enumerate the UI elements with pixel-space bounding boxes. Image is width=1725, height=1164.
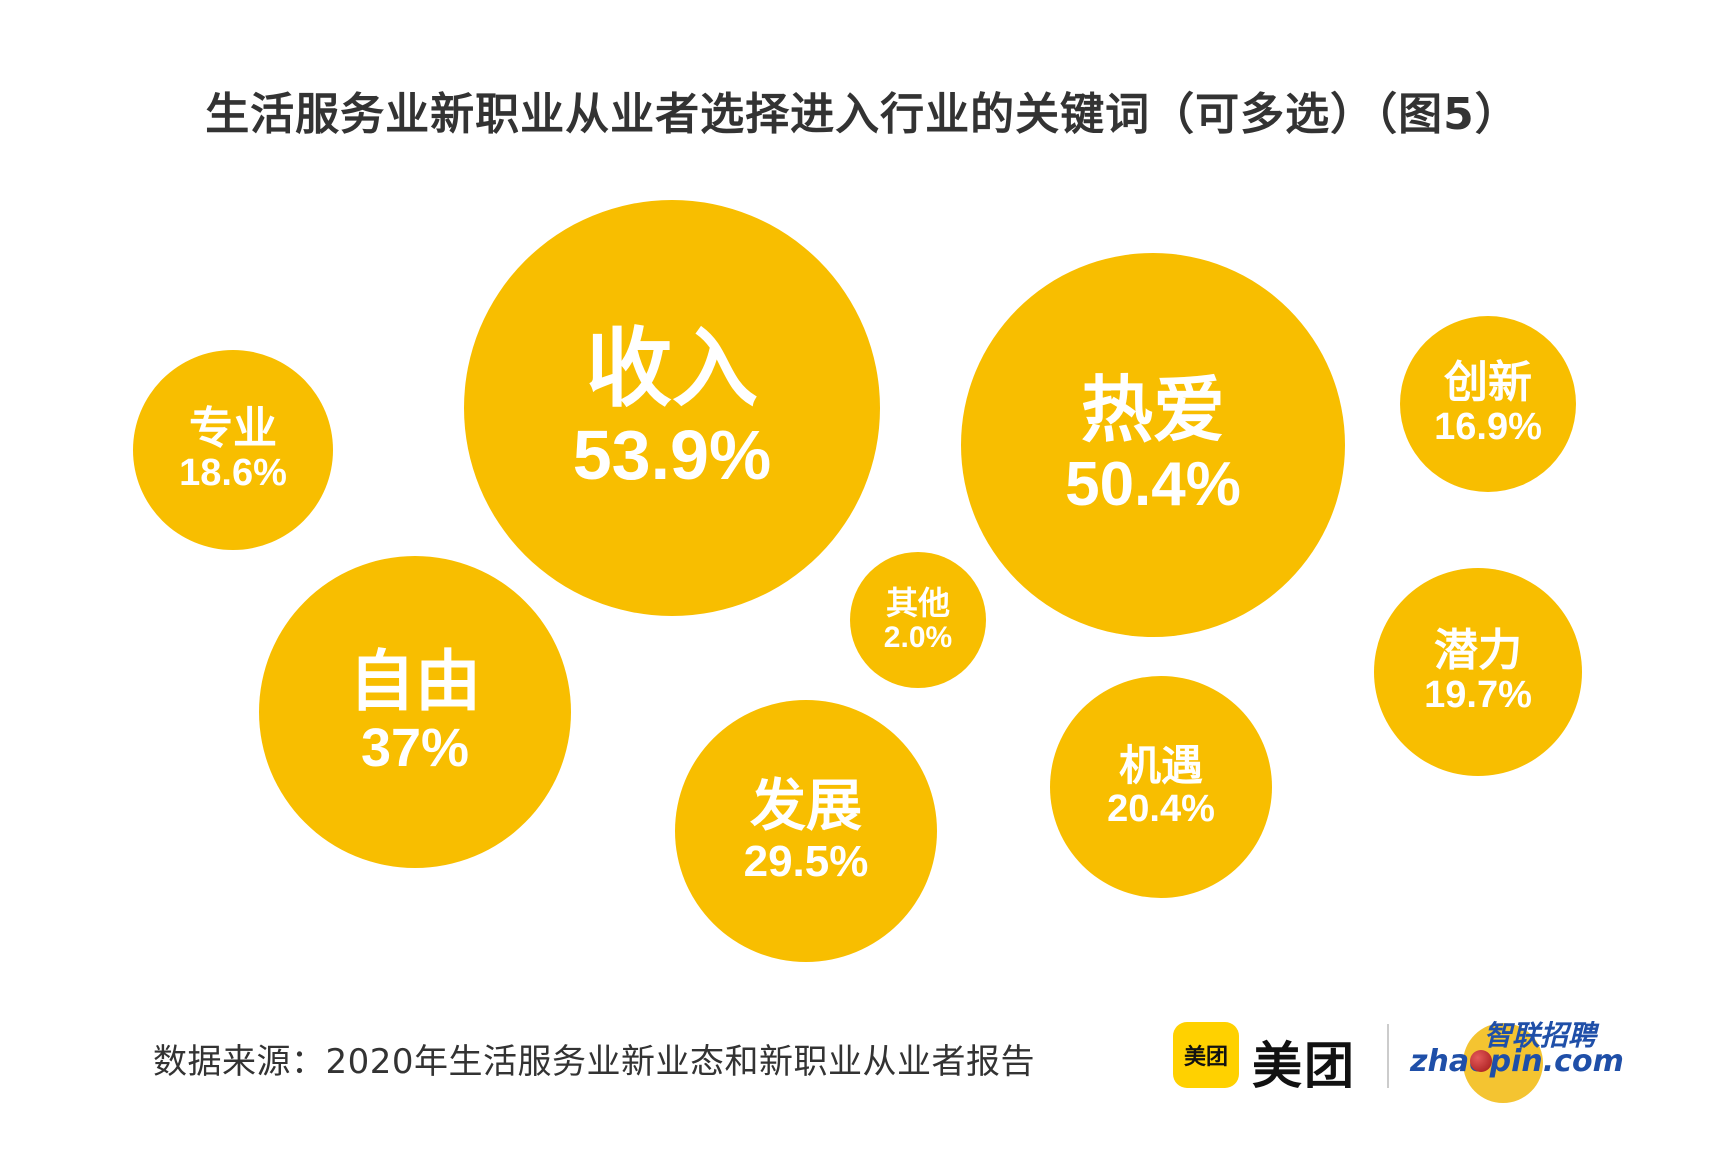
bubble-keyword: 发展 [750, 774, 862, 839]
bubble-shouru: 收入 53.9% [464, 200, 880, 616]
bubble-keyword: 专业 [189, 402, 277, 454]
chart-title: 生活服务业新职业从业者选择进入行业的关键词（可多选）（图5） [205, 89, 1520, 140]
data-source: 数据来源：2020年生活服务业新业态和新职业从业者报告 [153, 1042, 1036, 1082]
bubble-keyword: 热爱 [1080, 368, 1225, 453]
meituan-icon-text: 美团 [1183, 1045, 1228, 1070]
bubble-qianli: 潜力 19.7% [1374, 568, 1582, 776]
logo-divider [1387, 1024, 1389, 1088]
bubble-keyword: 其他 [885, 583, 950, 622]
bubble-value: 29.5% [743, 836, 869, 886]
bubble-value: 18.6% [179, 452, 287, 495]
bubble-chuangxin: 创新 16.9% [1400, 316, 1576, 492]
bubble-ziyou: 自由 37% [259, 556, 571, 868]
meituan-logo-icon: 美团 [1173, 1022, 1239, 1088]
bubble-keyword: 收入 [586, 319, 758, 420]
bubble-fazhan: 发展 29.5% [675, 700, 937, 962]
bubble-value: 50.4% [1065, 449, 1241, 519]
bubble-keyword: 自由 [349, 643, 481, 720]
bubble-value: 37% [360, 717, 470, 778]
zhaopin-ball-icon [1470, 1050, 1492, 1072]
bubble-value: 19.7% [1424, 674, 1532, 717]
bubble-value: 16.9% [1434, 406, 1542, 449]
bubble-keyword: 潜力 [1434, 624, 1522, 676]
bubble-keyword: 机遇 [1118, 741, 1203, 790]
bubble-value: 53.9% [572, 415, 772, 494]
bubble-zhuanye: 专业 18.6% [133, 350, 333, 550]
bubble-qita: 其他 2.0% [850, 552, 986, 688]
bubble-re-ai: 热爱 50.4% [961, 253, 1345, 637]
bubble-value: 20.4% [1107, 788, 1215, 831]
bubble-value: 2.0% [883, 621, 953, 655]
zhaopin-cn-text: 智联招聘 [1484, 1019, 1597, 1052]
bubble-keyword: 创新 [1444, 356, 1532, 408]
bubble-jiyu: 机遇 20.4% [1050, 676, 1272, 898]
zhaopin-en-text: zhaopin.com [1410, 1044, 1624, 1079]
meituan-wordmark: 美团 [1252, 1037, 1356, 1095]
